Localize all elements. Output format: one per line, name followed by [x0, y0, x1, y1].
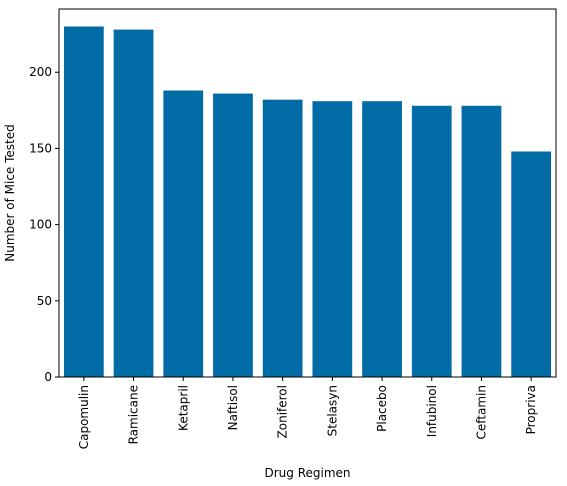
- bar-capomulin: [63, 26, 104, 378]
- x-tick-label: Naftisol: [226, 385, 240, 430]
- bar-stelasyn: [312, 101, 353, 377]
- y-tick-label: 0: [44, 370, 52, 384]
- y-tick-label: 50: [37, 294, 52, 308]
- x-tick-label: Infubinol: [425, 385, 439, 437]
- x-tick-label: Placebo: [375, 385, 389, 432]
- bar-ketapril: [163, 90, 204, 378]
- bar-placebo: [362, 101, 402, 377]
- x-axis-label: Drug Regimen: [264, 466, 350, 480]
- y-axis-label: Number of Mice Tested: [3, 124, 17, 262]
- x-tick-label: Propriva: [524, 385, 538, 434]
- y-tick-label: 150: [29, 141, 52, 155]
- x-tick-label: Stelasyn: [325, 385, 339, 436]
- bar-zoniferol: [262, 99, 303, 378]
- x-tick-label: Capomulin: [77, 385, 91, 449]
- x-tick-label: Ceftamin: [474, 385, 488, 439]
- x-tick-label: Ketapril: [176, 385, 190, 431]
- x-axis-ticks: Capomulin Ramicane Ketapril Naftisol Zonifer…: [77, 377, 538, 449]
- bar-infubinol: [411, 105, 452, 377]
- y-axis-ticks: 0 50 100 150 200: [29, 65, 59, 384]
- bar-ramicane: [113, 29, 154, 377]
- y-tick-label: 200: [29, 65, 52, 79]
- bar-naftisol: [213, 93, 253, 378]
- bar-propriva: [511, 151, 552, 377]
- bar-ceftamin: [461, 105, 502, 377]
- plot-frame: [58, 8, 557, 378]
- x-tick-label: Ramicane: [127, 385, 141, 444]
- bars-group: [63, 26, 552, 378]
- y-tick-label: 100: [29, 218, 52, 232]
- x-tick-label: Zoniferol: [276, 385, 290, 438]
